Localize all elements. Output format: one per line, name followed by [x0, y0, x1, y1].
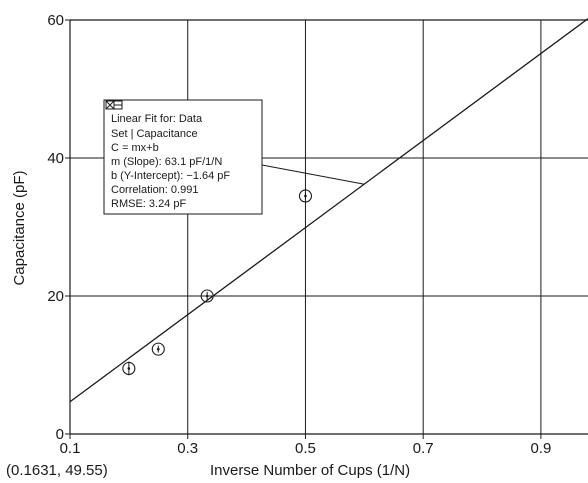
data-point-center: [304, 194, 307, 198]
x-tick-label: 0.7: [413, 440, 434, 457]
data-point: [298, 189, 313, 203]
cursor-coordinate-readout: (0.1631, 49.55): [6, 462, 108, 479]
fit-box-line-5: b (Y-Intercept): −1.64 pF: [111, 170, 230, 182]
data-points: [122, 189, 313, 376]
fit-box-line-6: Correlation: 0.991: [111, 184, 198, 196]
y-tick-label: 40: [47, 150, 64, 167]
data-point-center: [127, 367, 131, 370]
x-axis-label: Inverse Number of Cups (1/N): [210, 462, 410, 479]
x-tick-label: 0.5: [295, 440, 316, 457]
data-point: [122, 361, 136, 376]
x-tick-label: 0.3: [177, 440, 198, 457]
fit-info-box[interactable]: Linear Fit for: Data Set | Capacitance C…: [103, 99, 263, 215]
x-tick-label: 0.1: [60, 440, 81, 457]
data-point: [151, 342, 165, 356]
fit-line: [69, 18, 588, 403]
fit-box-line-7: RMSE: 3.24 pF: [111, 198, 186, 210]
options-icon[interactable]: [113, 100, 123, 110]
x-tick-label: 0.9: [530, 440, 551, 457]
y-tick-label: 0: [56, 426, 64, 443]
data-point: [200, 289, 214, 303]
axes: [65, 19, 588, 439]
fit-box-line-2: Set | Capacitance: [111, 128, 198, 140]
fit-box-leader-line: [261, 164, 365, 185]
y-tick-label: 20: [47, 288, 64, 305]
fit-line-group: [69, 18, 588, 403]
data-point-center: [205, 294, 209, 298]
y-axis-label: Capacitance (pF): [11, 170, 28, 285]
fit-box-line-3: C = mx+b: [111, 142, 159, 154]
grid: [70, 19, 588, 434]
data-point-center: [156, 347, 160, 351]
fit-box-line-4: m (Slope): 63.1 pF/1/N: [111, 156, 222, 168]
y-tick-label: 60: [47, 12, 64, 29]
tick-labels: 0.1 0.3 0.5 0.7 0.9 0 20 40 60: [47, 12, 551, 457]
close-icon[interactable]: [105, 100, 115, 110]
fit-info-box-frame: [103, 99, 263, 215]
fit-box-line-1: Linear Fit for: Data: [111, 113, 203, 125]
